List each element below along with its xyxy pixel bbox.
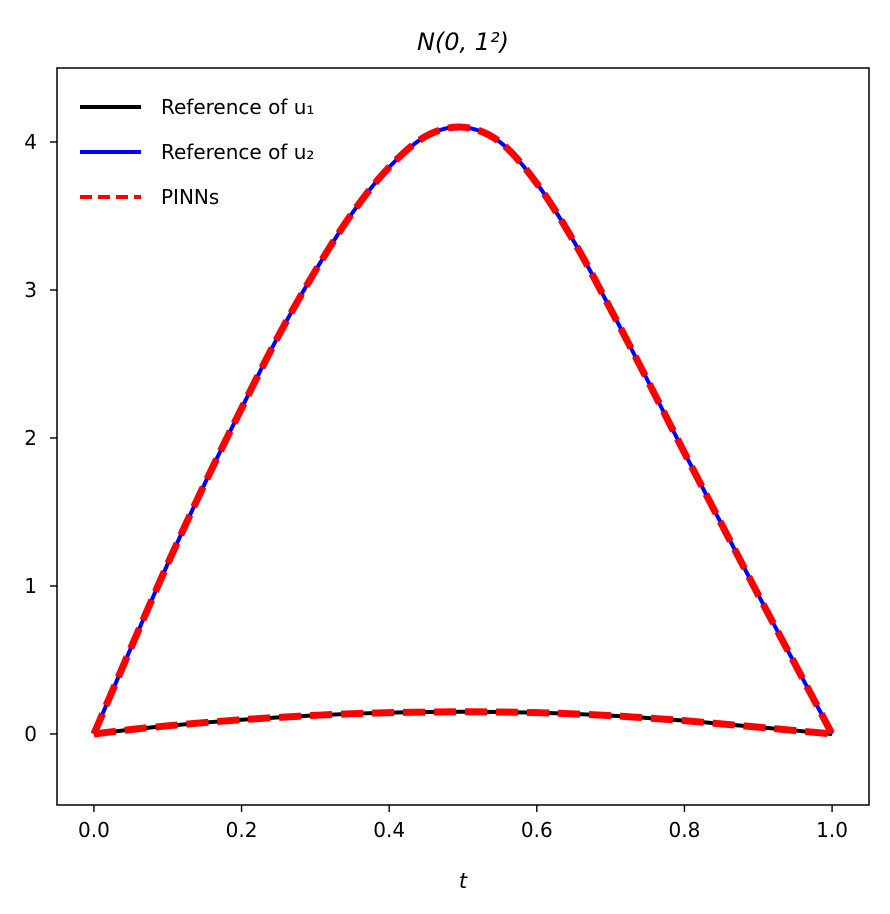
legend: Reference of u₁ Reference of u₂ PINNs	[80, 95, 314, 209]
y-tick-label: 4	[24, 130, 37, 154]
legend-label: Reference of u₁	[161, 95, 314, 119]
series-line-pinns-u2	[90, 123, 836, 736]
x-tick-label: 0.8	[669, 818, 701, 842]
x-tick-label: 0.6	[521, 818, 553, 842]
plot-area	[90, 123, 836, 738]
x-tick-label: 0.2	[226, 818, 258, 842]
x-tick-label: 1.0	[816, 818, 848, 842]
chart-title: N(0, 1²)	[417, 28, 509, 56]
x-tick-label: 0.0	[78, 818, 110, 842]
y-tick-label: 3	[24, 278, 37, 302]
y-tick-label: 0	[24, 722, 37, 746]
x-axis-label: t	[459, 869, 468, 893]
legend-label: PINNs	[161, 185, 219, 209]
x-tick-label: 0.4	[373, 818, 405, 842]
axes-frame	[56, 67, 870, 806]
axis-ticks: 0.0 0.2 0.4 0.6 0.8 1.0 0 1 2 3 4	[24, 130, 848, 842]
series-line-reference-u1	[93, 709, 833, 736]
y-tick-label: 2	[24, 426, 37, 450]
legend-label: Reference of u₂	[161, 140, 314, 164]
y-tick-label: 1	[24, 574, 37, 598]
